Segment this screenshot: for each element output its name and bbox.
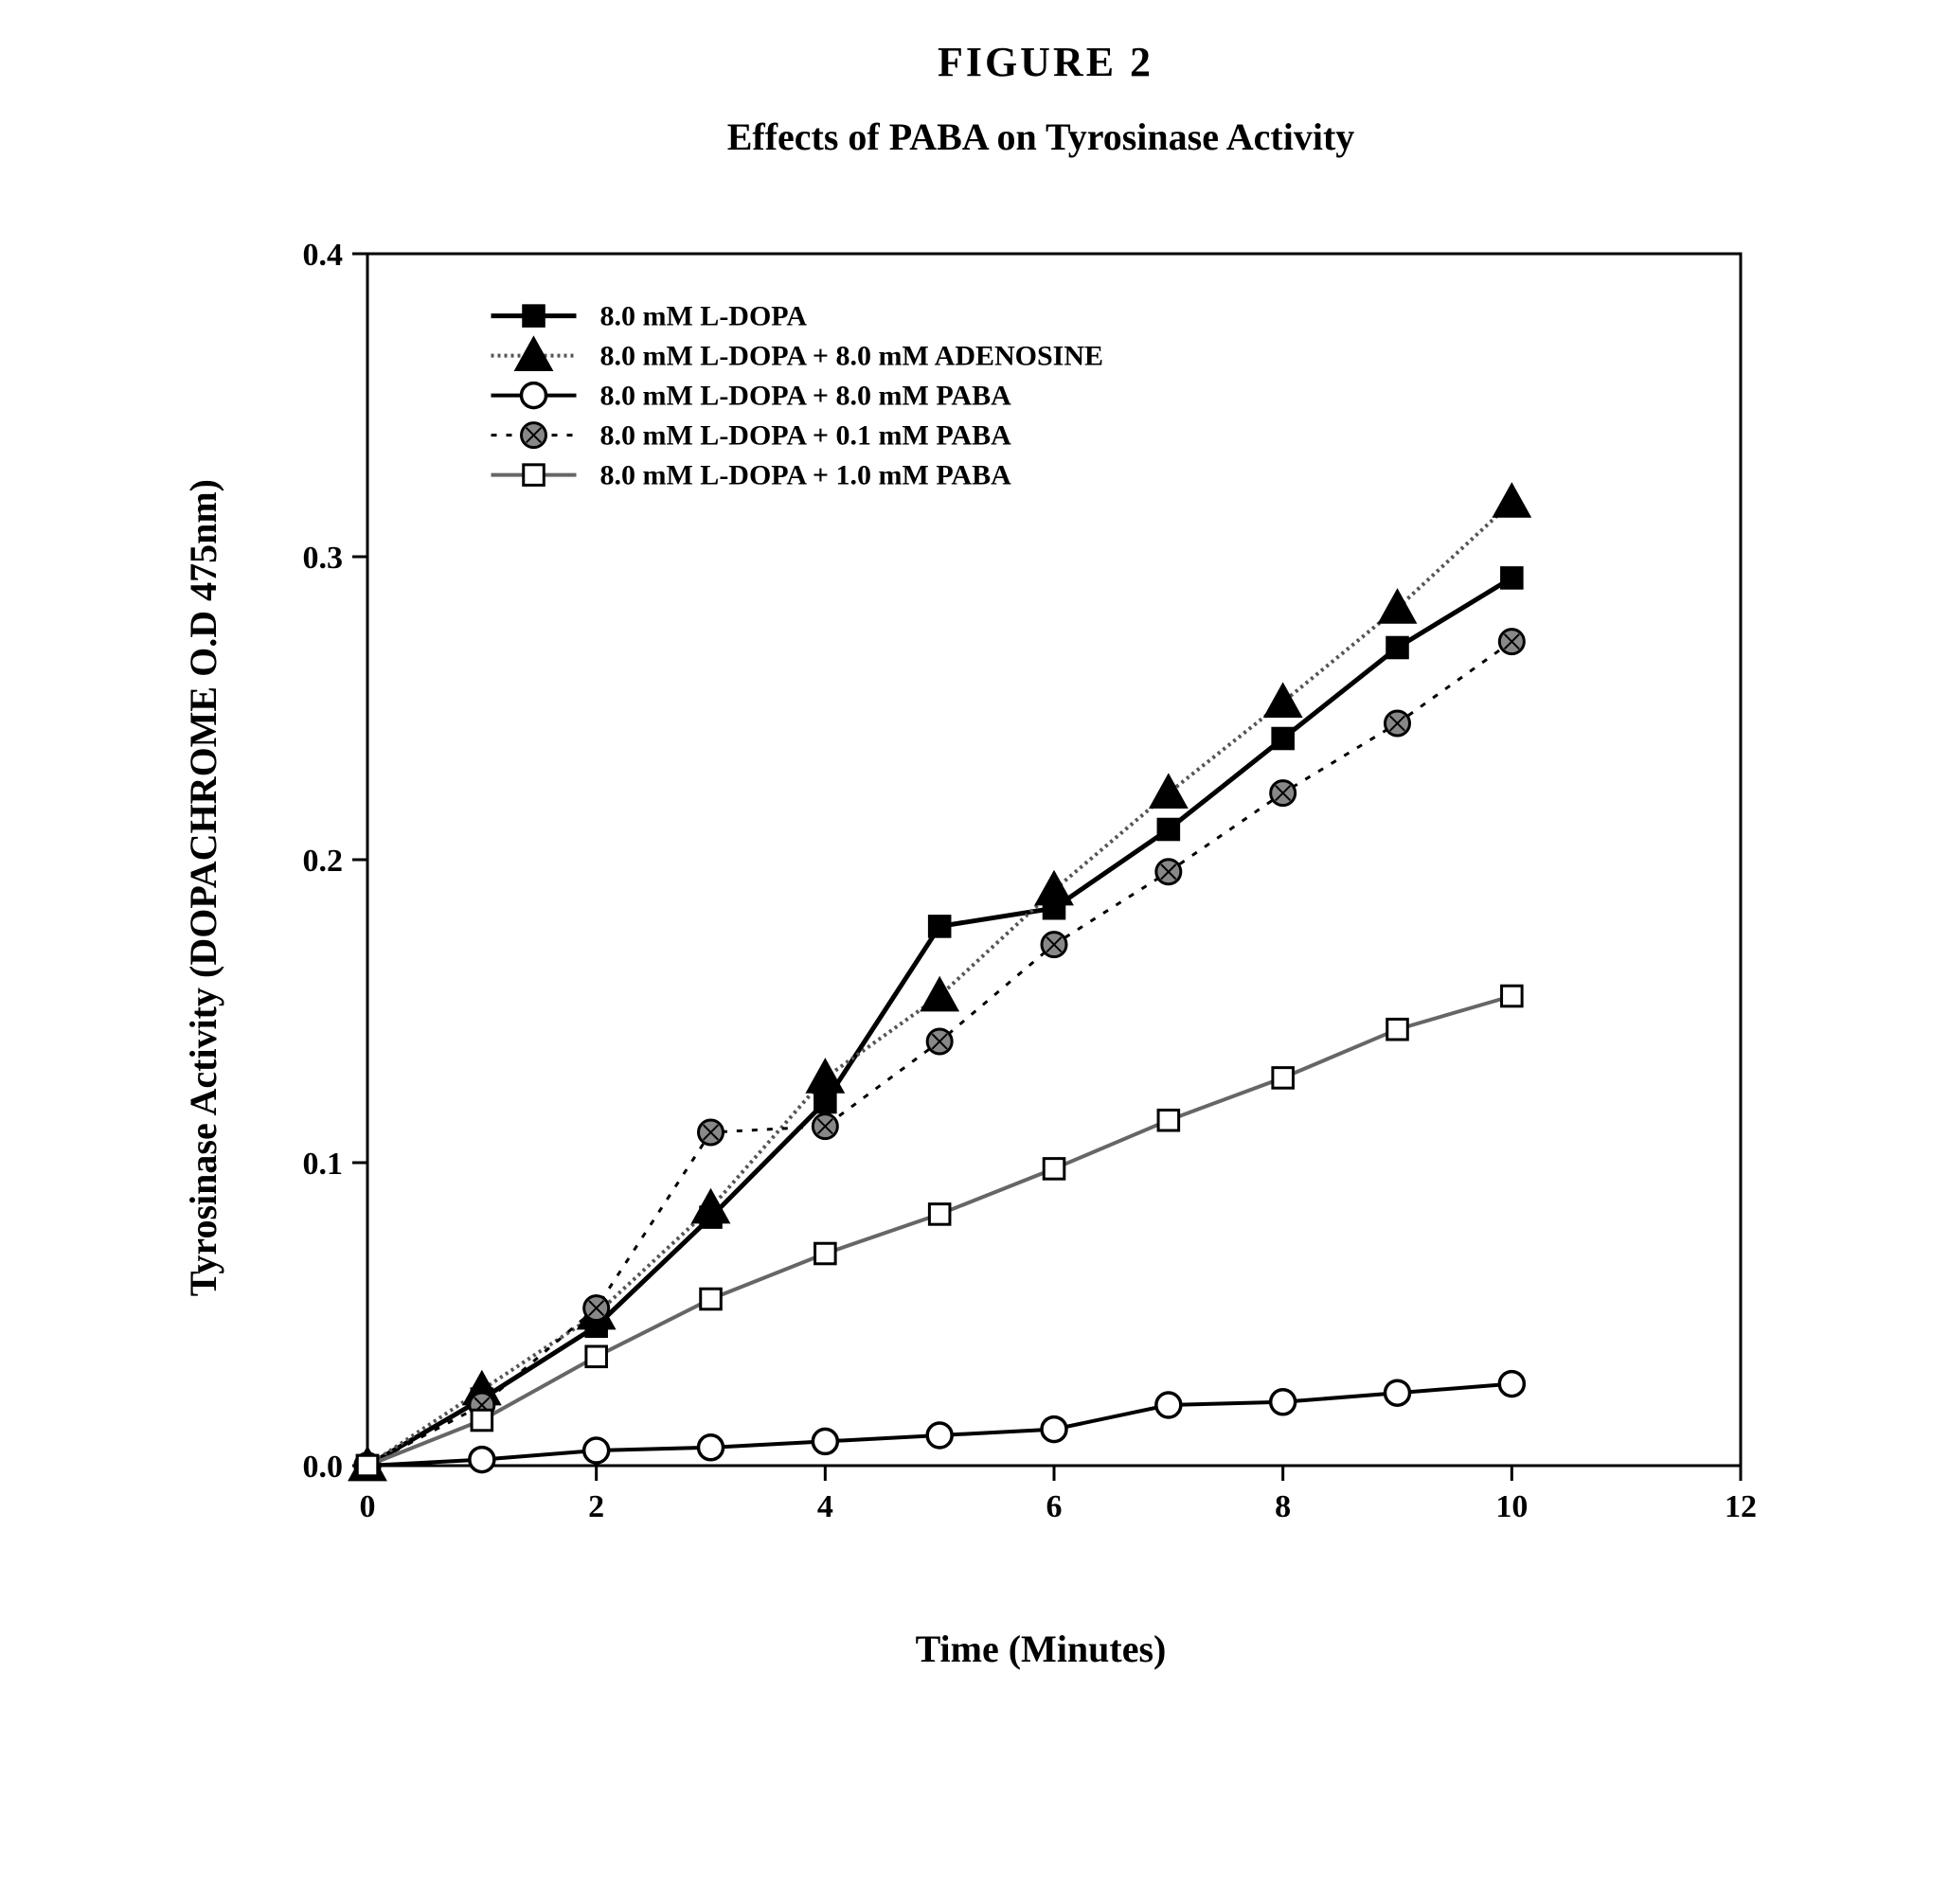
legend-label: 8.0 mM L-DOPA + 1.0 mM PABA <box>599 460 1011 491</box>
x-tick-label: 2 <box>588 1489 604 1524</box>
marker <box>585 1346 606 1367</box>
marker <box>1272 1068 1293 1089</box>
series-line <box>367 578 1511 1466</box>
marker <box>472 1410 492 1431</box>
marker <box>1379 590 1415 623</box>
marker <box>1270 1390 1295 1415</box>
y-axis-label: Tyrosinase Activity (DOPACHROME O.D 475n… <box>181 479 225 1296</box>
marker <box>1042 1417 1066 1442</box>
marker <box>807 1059 843 1093</box>
marker <box>1158 1110 1179 1130</box>
y-tick-label: 0.2 <box>302 844 343 879</box>
chart-svg: 0246810120.00.10.20.30.48.0 mM L-DOPA8.0… <box>254 235 1769 1541</box>
marker <box>1501 568 1522 589</box>
y-tick-label: 0.1 <box>302 1147 343 1182</box>
legend: 8.0 mM L-DOPA 8.0 mM L-DOPA + 8.0 mM ADEN… <box>491 301 1103 491</box>
marker <box>1264 684 1300 717</box>
marker <box>1493 484 1529 517</box>
legend-label: 8.0 mM L-DOPA + 8.0 mM PABA <box>599 381 1011 412</box>
series <box>349 484 1529 1480</box>
legend-label: 8.0 mM L-DOPA <box>599 301 807 332</box>
marker <box>929 916 950 937</box>
marker <box>1501 986 1522 1006</box>
marker <box>357 1455 378 1476</box>
marker <box>1044 1159 1064 1180</box>
marker <box>1385 1380 1409 1405</box>
x-tick-label: 6 <box>1046 1489 1062 1524</box>
marker <box>521 383 545 408</box>
marker <box>700 1289 721 1309</box>
x-tick-label: 8 <box>1275 1489 1291 1524</box>
x-tick-label: 12 <box>1725 1489 1757 1524</box>
marker <box>1386 1019 1407 1040</box>
plot-area: Tyrosinase Activity (DOPACHROME O.D 475n… <box>38 235 1911 1541</box>
figure-label: FIGURE 2 <box>180 38 1911 86</box>
series-line <box>367 996 1511 1466</box>
marker <box>929 1204 950 1225</box>
marker <box>1386 637 1407 658</box>
marker <box>1499 1372 1524 1397</box>
series <box>357 568 1522 1476</box>
x-tick-label: 10 <box>1495 1489 1528 1524</box>
x-tick-label: 0 <box>359 1489 375 1524</box>
series <box>355 630 1524 1478</box>
marker <box>814 1243 835 1264</box>
marker <box>1158 819 1179 840</box>
plot-border <box>367 254 1741 1466</box>
marker <box>1035 872 1071 905</box>
x-axis-label: Time (Minutes) <box>170 1627 1911 1671</box>
y-tick-label: 0.0 <box>302 1450 343 1485</box>
marker <box>813 1429 837 1453</box>
marker <box>469 1448 493 1472</box>
marker <box>698 1435 723 1460</box>
marker <box>1155 1393 1180 1417</box>
y-tick-label: 0.3 <box>302 541 343 576</box>
chart-title: Effects of PABA on Tyrosinase Activity <box>170 115 1911 159</box>
figure-container: FIGURE 2 Effects of PABA on Tyrosinase A… <box>38 38 1911 1671</box>
y-tick-label: 0.4 <box>302 238 343 273</box>
legend-label: 8.0 mM L-DOPA + 8.0 mM ADENOSINE <box>599 341 1103 372</box>
series <box>355 1372 1524 1478</box>
legend-label: 8.0 mM L-DOPA + 0.1 mM PABA <box>599 420 1011 452</box>
marker <box>583 1438 608 1463</box>
x-tick-label: 4 <box>816 1489 832 1524</box>
marker <box>814 1092 835 1112</box>
marker <box>1272 728 1293 749</box>
series <box>357 986 1522 1476</box>
marker <box>927 1423 952 1448</box>
marker <box>523 306 544 327</box>
marker <box>523 465 544 486</box>
marker <box>1150 774 1186 808</box>
